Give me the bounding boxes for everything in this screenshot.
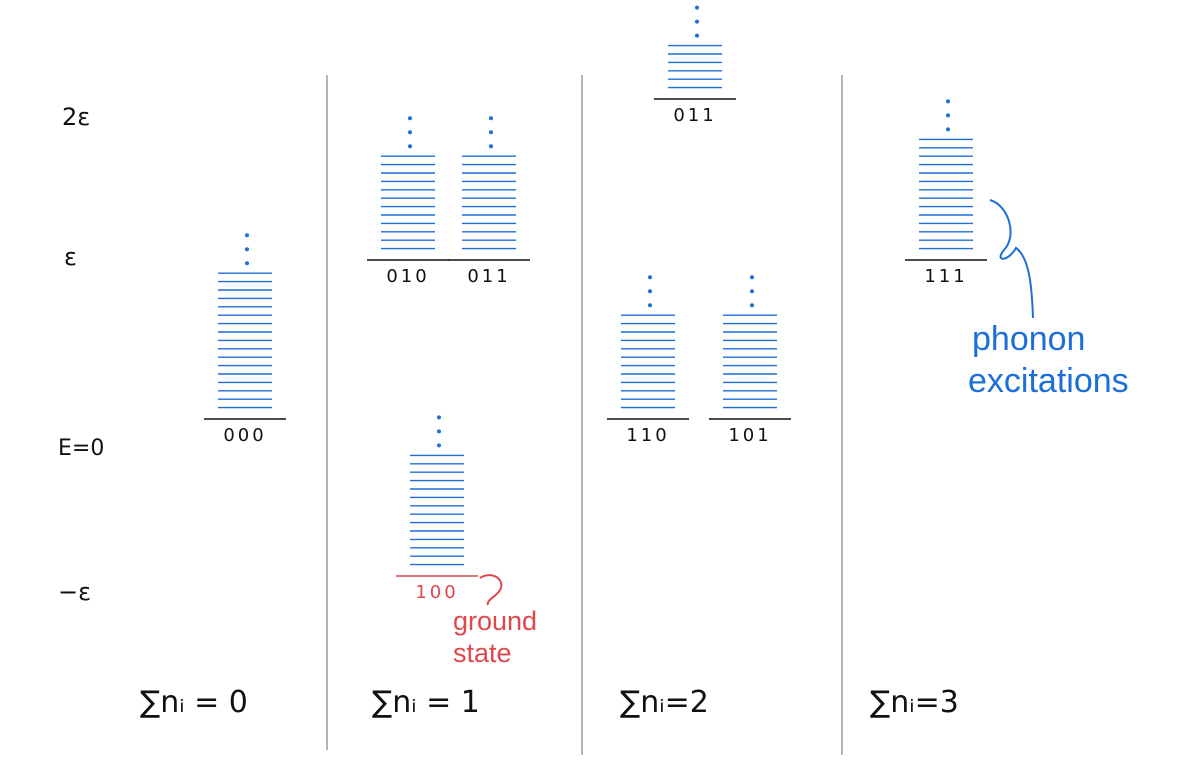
- state-label: 110: [626, 425, 669, 446]
- state-label: 011: [467, 266, 510, 287]
- sum-label-0: ∑nᵢ = 0: [140, 685, 248, 720]
- continuation-dot: [489, 144, 493, 149]
- state-label: 100: [415, 582, 458, 603]
- continuation-dot: [437, 443, 441, 448]
- continuation-dot: [408, 116, 412, 121]
- state-label: 000: [223, 425, 266, 446]
- ground-state-label: ground state: [453, 606, 545, 668]
- continuation-dot: [437, 415, 441, 420]
- continuation-dot: [695, 33, 699, 38]
- state-stack-111-7: 111: [905, 99, 987, 287]
- sum-label-1: ∑nᵢ = 1: [372, 685, 480, 720]
- energy-axis: 2ε ε E=0 −ε: [58, 103, 104, 606]
- continuation-dot: [489, 116, 493, 121]
- state-stack-100-3: 100: [396, 415, 478, 603]
- continuation-dot: [437, 429, 441, 434]
- continuation-dot: [489, 130, 493, 135]
- continuation-dot: [695, 5, 699, 10]
- state-label: 011: [673, 105, 716, 126]
- continuation-dot: [750, 303, 754, 308]
- phonon-pointer: [989, 199, 1034, 319]
- continuation-dot: [648, 303, 652, 308]
- state-stack-011-2: 011: [448, 116, 530, 287]
- state-stack-101-6: 101: [709, 275, 791, 446]
- phonon-label: phonon excitations: [968, 320, 1129, 400]
- continuation-dot: [946, 99, 950, 104]
- continuation-dot: [245, 233, 249, 238]
- sum-label-3: ∑nᵢ=3: [870, 685, 959, 720]
- state-label: 111: [924, 266, 967, 287]
- continuation-dot: [946, 127, 950, 132]
- state-label: 010: [386, 266, 429, 287]
- continuation-dot: [750, 289, 754, 294]
- continuation-dot: [245, 261, 249, 266]
- continuation-dot: [946, 113, 950, 118]
- state-stack-011-4: 011: [654, 5, 736, 126]
- energy-label-2e: 2ε: [62, 103, 90, 131]
- sum-labels: ∑nᵢ = 0 ∑nᵢ = 1 ∑nᵢ=2 ∑nᵢ=3: [140, 685, 959, 720]
- continuation-dot: [245, 247, 249, 252]
- state-stacks: 000 010 011 100 011 110 101 111: [204, 5, 987, 603]
- continuation-dot: [408, 144, 412, 149]
- column-dividers: [326, 75, 843, 755]
- continuation-dot: [695, 19, 699, 24]
- continuation-dot: [408, 130, 412, 135]
- sum-label-2: ∑nᵢ=2: [620, 685, 709, 720]
- state-label: 101: [728, 425, 771, 446]
- energy-label-minus-e: −ε: [58, 578, 91, 606]
- continuation-dot: [750, 275, 754, 280]
- ground-state-annotation: ground state: [453, 574, 545, 668]
- phonon-annotation: phonon excitations: [968, 199, 1129, 400]
- continuation-dot: [648, 275, 652, 280]
- energy-label-e: ε: [64, 243, 77, 271]
- energy-label-zero: E=0: [58, 436, 104, 461]
- state-stack-110-5: 110: [607, 275, 689, 446]
- state-stack-000-0: 000: [204, 233, 286, 446]
- continuation-dot: [648, 289, 652, 294]
- state-stack-010-1: 010: [367, 116, 449, 287]
- ground-state-pointer: [479, 574, 503, 606]
